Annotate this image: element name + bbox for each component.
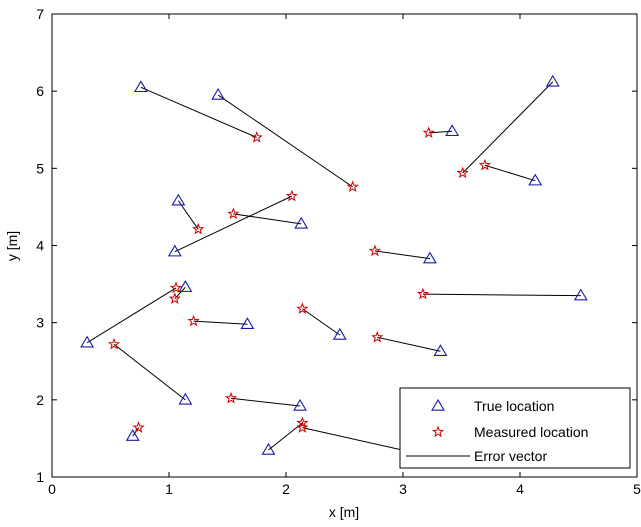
x-tick-label: 0 [48,481,56,497]
y-tick-label: 5 [36,160,44,176]
measured-location-point [250,131,263,143]
error-vector [140,86,257,138]
measured-location-point [422,126,435,139]
true-location-point [171,193,186,206]
true-location-point [178,280,193,292]
error-vector [302,427,409,453]
error-vector [233,213,302,225]
true-location-point [528,173,543,186]
error-vector [177,200,199,230]
measured-location-point [296,302,309,314]
measured-location-point [416,287,430,300]
true-location-point [167,244,182,257]
error-vector [302,308,341,336]
x-tick-label: 2 [282,481,290,497]
x-axis-label: x [m] [329,504,359,520]
x-tick-label: 3 [399,481,407,497]
error-vector [217,94,353,188]
error-vector [268,422,303,451]
error-vector [422,293,581,297]
measured-location-point [368,244,382,257]
true-location-point [294,216,309,229]
y-tick-label: 7 [36,6,44,22]
true-location-point [178,392,193,405]
true-location-point [332,327,347,340]
legend-star-icon [431,425,445,438]
error-vector [230,397,301,407]
legend: True location Measured location Error vect… [399,387,631,469]
measured-location-point [346,180,359,193]
measured-location-point [285,189,298,202]
true-location-point [422,251,437,264]
measured-location-point [296,421,309,433]
measured-location-point [371,330,384,343]
y-tick-label: 4 [36,238,44,254]
measured-location-point [107,337,121,350]
x-tick-label: 4 [516,481,524,497]
true-location-point [261,442,276,455]
true-location-point [573,288,588,301]
measured-location-point [478,158,492,171]
legend-triangle-icon [431,398,445,411]
y-tick-label: 2 [36,392,44,408]
error-vector [377,336,441,352]
true-location-point [211,87,226,100]
error-vector [113,343,186,401]
measured-location-point [192,222,205,235]
measured-location-point [168,292,181,304]
measured-location-point [224,391,238,404]
true-location-point [133,80,148,93]
true-location-point [125,429,140,441]
error-vector [484,164,536,182]
measured-location-point [169,281,183,294]
true-location-point [240,317,255,329]
measured-location-point [296,416,309,429]
x-tick-label: 5 [633,481,641,497]
error-vector [174,195,293,253]
y-tick-label: 6 [36,83,44,99]
error-vector [193,320,248,325]
measured-location-point [227,207,240,220]
measured-location-point [132,421,145,433]
true-location-point [445,124,460,137]
error-vector [462,81,554,174]
true-location-point [293,398,308,411]
y-axis-label: y [m] [4,231,20,261]
true-location-point [545,74,560,87]
legend-label: Error vector [474,448,547,464]
measured-location-point [187,314,200,327]
error-vector [374,250,430,260]
plot-content [80,74,588,457]
error-vector [86,287,177,344]
x-tick-label: 1 [165,481,173,497]
true-location-point [80,335,95,348]
legend-label: True location [474,398,554,414]
y-tick-label: 3 [36,315,44,331]
y-tick-label: 1 [36,469,44,485]
legend-label: Measured location [474,424,588,440]
true-location-point [433,344,448,356]
measured-location-point [456,166,469,179]
